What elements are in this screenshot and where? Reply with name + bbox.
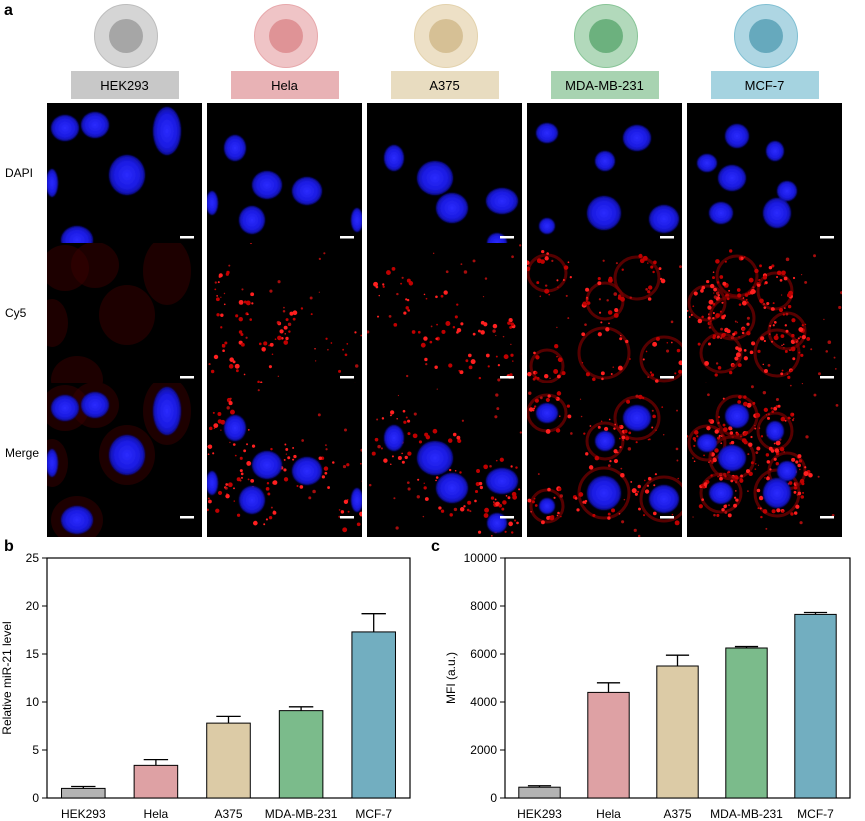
y-tick-label: 4000 bbox=[470, 695, 497, 709]
cell-icon-hek293 bbox=[93, 4, 158, 68]
x-tick-label: A375 bbox=[663, 807, 691, 821]
micrograph-merge-mcf-7 bbox=[687, 383, 842, 537]
micrograph-dapi-mda-mb-231 bbox=[527, 103, 682, 257]
micrograph-image bbox=[47, 107, 194, 254]
x-tick-label: HEK293 bbox=[61, 807, 106, 821]
y-tick-label: 2000 bbox=[470, 743, 497, 757]
error-bar-a375 bbox=[216, 715, 241, 724]
row-label-dapi: DAPI bbox=[5, 166, 34, 180]
y-tick-label: 6000 bbox=[470, 647, 497, 661]
x-tick-label: MDA-MB-231 bbox=[710, 807, 783, 821]
cell-icon-a375 bbox=[413, 4, 478, 68]
micrograph-cy5-a375 bbox=[367, 243, 522, 397]
micrograph-cy5-mda-mb-231 bbox=[527, 243, 682, 397]
cell-icon-nucleus bbox=[588, 19, 623, 53]
micrograph-merge-hek293 bbox=[47, 383, 202, 537]
micrograph-merge-a375 bbox=[367, 383, 522, 537]
micrograph-image bbox=[527, 391, 682, 537]
micrograph-image bbox=[687, 249, 842, 394]
y-tick-label: 0 bbox=[490, 791, 497, 805]
micrograph-cy5-hela bbox=[207, 243, 362, 397]
x-tick-label: A375 bbox=[214, 807, 242, 821]
micrograph-image bbox=[384, 145, 518, 253]
y-axis-label: MFI (a.u.) bbox=[444, 652, 458, 704]
y-tick-label: 10000 bbox=[464, 551, 498, 565]
micrograph-image bbox=[527, 249, 682, 397]
micrograph-dapi-hek293 bbox=[47, 103, 202, 257]
micrograph-cy5-mcf-7 bbox=[687, 243, 842, 397]
cell-label-mcf-7: MCF-7 bbox=[710, 71, 819, 99]
bar-mcf-7 bbox=[794, 613, 837, 799]
y-tick-label: 20 bbox=[26, 599, 40, 613]
bar-hela bbox=[587, 691, 630, 799]
cell-icon-nucleus bbox=[748, 19, 783, 53]
x-tick-label: MDA-MB-231 bbox=[265, 807, 338, 821]
x-tick-label: MCF-7 bbox=[797, 807, 834, 821]
chart-c: 0 2000 4000 6000 8000 10000 MFI (a.u.) HEK293 He… bbox=[444, 551, 851, 821]
cell-icon-mda-mb-231 bbox=[573, 4, 638, 68]
bar-mcf-7 bbox=[351, 631, 396, 799]
bar-mda-mb-231 bbox=[725, 647, 768, 799]
micrograph-dapi-hela bbox=[207, 103, 362, 257]
y-tick-label: 0 bbox=[32, 791, 39, 805]
cell-icon-mcf-7 bbox=[733, 4, 798, 68]
error-bar-a375 bbox=[665, 654, 690, 666]
x-tick-label: MCF-7 bbox=[355, 807, 392, 821]
y-tick-label: 8000 bbox=[470, 599, 497, 613]
micrograph-image bbox=[697, 124, 834, 239]
error-bar-mda-mb-231 bbox=[288, 706, 314, 711]
cell-label-hela: Hela bbox=[230, 71, 339, 99]
micrograph-image bbox=[207, 135, 362, 239]
bar-hela bbox=[133, 764, 179, 799]
cell-icon-nucleus bbox=[268, 19, 303, 53]
cell-label-hek293: HEK293 bbox=[70, 71, 179, 99]
error-bar-mcf-7 bbox=[803, 611, 828, 615]
cell-icon-hela bbox=[253, 4, 318, 68]
micrograph-image bbox=[368, 388, 522, 537]
micrograph-image bbox=[367, 244, 522, 397]
panel-letter-a: a bbox=[4, 2, 13, 19]
y-tick-label: 15 bbox=[26, 647, 40, 661]
micrograph-dapi-a375 bbox=[367, 103, 522, 257]
cell-label-a375: A375 bbox=[390, 71, 499, 99]
error-bar-hek293 bbox=[71, 785, 96, 789]
y-tick-label: 25 bbox=[26, 551, 40, 565]
bar-hek293 bbox=[518, 786, 561, 799]
micrograph-cy5-hek293 bbox=[47, 243, 202, 397]
bar-a375 bbox=[656, 665, 699, 799]
bar-mda-mb-231 bbox=[278, 710, 324, 799]
chart-b: 0 5 10 15 20 25 Relative miR-21 level HEK293 Hel… bbox=[0, 551, 411, 821]
y-axis-label: Relative miR-21 level bbox=[0, 621, 14, 734]
micrograph-image bbox=[207, 389, 362, 533]
panel-letter-c: c bbox=[431, 538, 440, 555]
bar-hek293 bbox=[61, 787, 106, 799]
error-bar-hela bbox=[143, 758, 169, 766]
error-bar-mcf-7 bbox=[361, 613, 386, 632]
y-tick-label: 5 bbox=[32, 743, 39, 757]
cell-icon-nucleus bbox=[428, 19, 463, 53]
error-bar-hela bbox=[596, 682, 621, 693]
error-bar-mda-mb-231 bbox=[734, 645, 759, 648]
bar-a375 bbox=[206, 722, 251, 799]
micrograph-image bbox=[687, 383, 839, 530]
micrograph-image bbox=[536, 123, 679, 239]
x-tick-label: Hela bbox=[144, 807, 169, 821]
micrograph-merge-hela bbox=[207, 383, 362, 537]
row-label-merge: Merge bbox=[5, 446, 40, 460]
error-bar-hek293 bbox=[527, 785, 552, 788]
micrograph-image bbox=[208, 243, 362, 391]
micrograph-image bbox=[47, 383, 194, 537]
x-tick-label: HEK293 bbox=[517, 807, 562, 821]
micrograph-image bbox=[47, 243, 194, 397]
row-label-cy5: Cy5 bbox=[5, 306, 27, 320]
panel-letter-b: b bbox=[4, 538, 14, 555]
x-tick-label: Hela bbox=[596, 807, 621, 821]
cell-label-mda-mb-231: MDA-MB-231 bbox=[550, 71, 659, 99]
y-tick-label: 10 bbox=[26, 695, 40, 709]
cell-icon-nucleus bbox=[108, 19, 143, 53]
micrograph-dapi-mcf-7 bbox=[687, 103, 842, 257]
micrograph-merge-mda-mb-231 bbox=[527, 383, 682, 537]
